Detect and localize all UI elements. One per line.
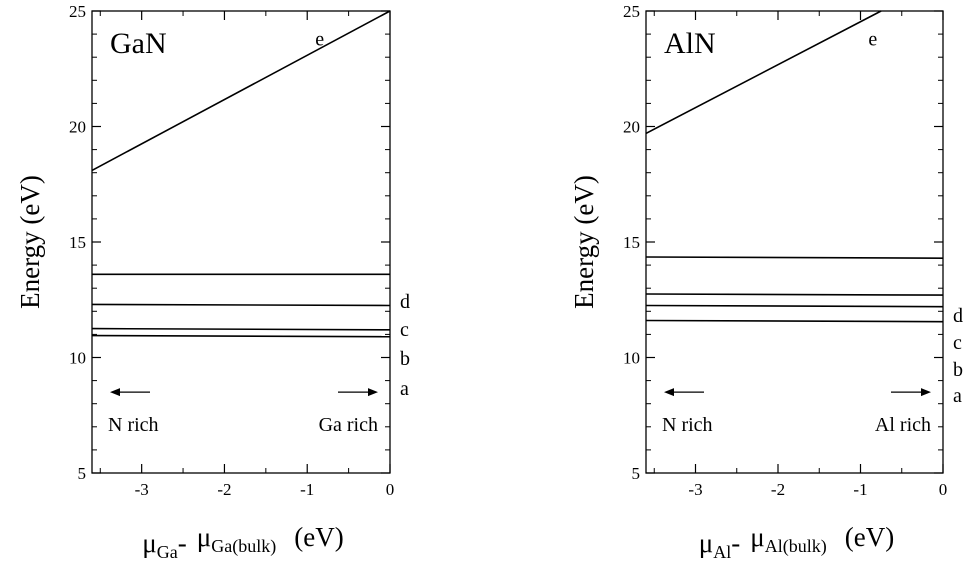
y-tick-label: 15 (69, 233, 86, 252)
y-axis-label: Energy (eV) (15, 175, 45, 309)
x-axis-label: μGa-μGa(bulk) (eV) (142, 522, 343, 562)
annotation-left: N rich (662, 414, 713, 436)
arrow-right-head (368, 388, 378, 397)
annotation-right: Al rich (875, 414, 931, 436)
x-axis-label-sub2: Ga(bulk) (211, 536, 276, 557)
x-axis-label-sub1: Al (713, 542, 731, 562)
y-tick-label: 15 (623, 233, 640, 252)
y-tick-label: 25 (69, 2, 86, 21)
series-label-b: b (400, 348, 410, 370)
series-line-b (91, 327, 391, 331)
x-tick-label: -1 (300, 480, 314, 499)
series-line-e (91, 10, 391, 172)
series-line-a (645, 319, 944, 323)
series-label-a: a (953, 385, 962, 407)
x-axis-label-dash: - (178, 528, 187, 558)
x-tick-label: -3 (688, 480, 702, 499)
series-line-a (91, 334, 391, 338)
x-tick-label: -1 (853, 480, 867, 499)
series-line-d (645, 256, 944, 260)
y-tick-label: 5 (632, 464, 641, 483)
y-tick-label: 10 (69, 349, 86, 368)
series-line-c (91, 303, 391, 307)
y-tick-label: 5 (78, 464, 87, 483)
y-tick-label: 20 (69, 118, 86, 137)
arrow-left-head (110, 388, 120, 397)
x-axis-label-sub1: Ga (157, 542, 178, 562)
series-label-c: c (400, 319, 409, 341)
series-label-b: b (953, 359, 963, 381)
x-axis-label-mu: μ (750, 522, 764, 552)
series-line-b (645, 304, 944, 308)
series-label-a: a (400, 378, 409, 400)
y-tick-label: 20 (623, 118, 640, 137)
x-tick-label: 0 (386, 480, 395, 499)
series-label-d: d (953, 305, 963, 327)
plot-frame (91, 10, 391, 474)
y-tick-label: 10 (623, 349, 640, 368)
series-label-c: c (953, 332, 962, 354)
y-axis-label: Energy (eV) (569, 175, 599, 309)
plot-frame (645, 10, 944, 474)
x-tick-label: -2 (771, 480, 785, 499)
series-label-e: e (868, 29, 877, 51)
annotation-right: Ga rich (319, 414, 378, 436)
x-tick-label: 0 (939, 480, 948, 499)
x-axis-label-unit: (eV) (294, 522, 343, 552)
x-axis-label-dash: - (731, 528, 740, 558)
x-axis-label: μAl-μAl(bulk) (eV) (699, 522, 894, 562)
x-axis-label-mu: μ (142, 528, 156, 558)
x-tick-label: -2 (217, 480, 231, 499)
arrow-left-head (664, 388, 674, 397)
panel-title: AlN (664, 27, 716, 60)
x-axis-label-unit: (eV) (845, 522, 894, 552)
annotation-left: N rich (108, 414, 159, 436)
x-axis-label-mu: μ (197, 522, 211, 552)
series-label-d: d (400, 291, 410, 313)
y-tick-label: 25 (623, 2, 640, 21)
x-axis-label-mu: μ (699, 528, 713, 558)
series-label-e: e (315, 29, 324, 51)
x-axis-label-sub2: Al(bulk) (765, 536, 827, 557)
series-line-c (645, 293, 944, 296)
series-line-e (645, 10, 882, 135)
panel-title: GaN (110, 27, 167, 60)
x-tick-label: -3 (135, 480, 149, 499)
arrow-right-head (921, 388, 931, 397)
